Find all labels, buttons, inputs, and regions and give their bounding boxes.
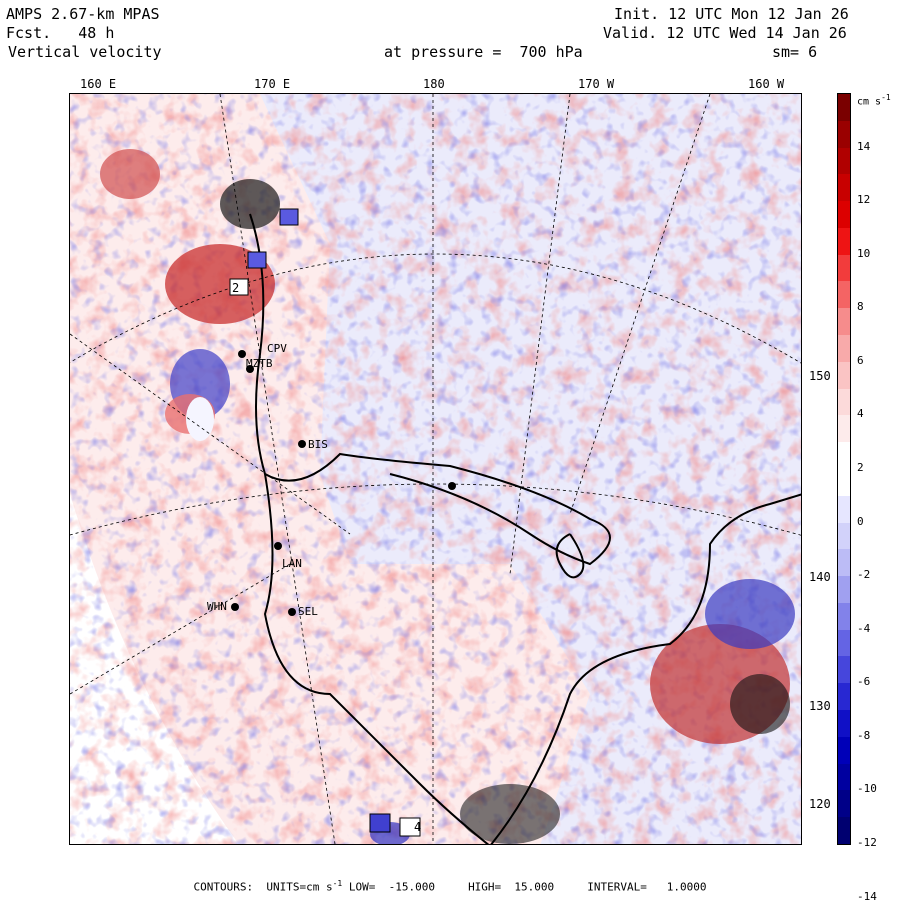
colorbar-swatch <box>838 602 850 630</box>
map-panel <box>69 93 802 845</box>
footer-units-exp: -1 <box>332 879 343 889</box>
colorbar-tick-label: 12 <box>857 193 871 207</box>
intense-cells-west <box>100 149 280 441</box>
colorbar-tick-label: 6 <box>857 353 864 367</box>
colorbar-tick-label: -8 <box>857 728 871 742</box>
colorbar-swatch <box>838 308 850 336</box>
model-title: AMPS 2.67-km MPAS <box>6 5 160 23</box>
colorbar-swatch <box>838 227 850 255</box>
lon-tick-170w: 170 W <box>578 77 615 91</box>
colorbar-swatch <box>838 94 850 121</box>
station-whn: WHN <box>207 600 227 613</box>
colorbar-swatch <box>838 763 850 791</box>
graticule <box>70 94 801 844</box>
colorbar-swatch <box>838 790 850 818</box>
colorbar-swatch <box>838 709 850 737</box>
station-bis: BIS <box>308 438 328 451</box>
pressure-level: at pressure = 700 hPa <box>384 43 583 61</box>
colorbar-tick-label: -2 <box>857 568 871 582</box>
colorbar-tick-label: -14 <box>857 889 877 900</box>
intense-cells-east <box>370 579 795 844</box>
colorbar-swatch <box>838 388 850 416</box>
contour-info: CONTOURS: UNITS=cm s-1 LOW= -15.000 HIGH… <box>0 879 900 894</box>
colorbar-swatch <box>838 468 850 496</box>
colorbar-units-text: cm s <box>857 96 882 108</box>
colorbar-swatch <box>838 120 850 148</box>
colorbar-swatch <box>838 442 850 469</box>
colorbar-tick-label: 4 <box>857 407 864 421</box>
colorbar-swatch <box>838 522 850 550</box>
colorbar <box>837 93 851 845</box>
footer-interval: INTERVAL= 1.0000 <box>587 881 707 894</box>
lon-tick-160w: 160 W <box>748 77 785 91</box>
colorbar-tick-label: 10 <box>857 246 871 260</box>
domain-boxes <box>229 208 421 837</box>
box-label-4: 4 <box>414 820 422 834</box>
coastline <box>249 213 801 844</box>
colorbar-tick-label: -12 <box>857 836 877 849</box>
colorbar-units-exponent: -1 <box>881 93 891 102</box>
footer-low: LOW= -15.000 <box>348 881 435 894</box>
colorbar-swatch <box>838 736 850 764</box>
forecast-label: Fcst. 48 h <box>6 24 114 42</box>
footer-contours: CONTOURS: <box>193 881 254 894</box>
colorbar-swatch <box>838 549 850 577</box>
colorbar-swatch <box>838 361 850 389</box>
lat-label-150w: 150 W <box>808 369 847 383</box>
colorbar-tick-label: 8 <box>857 300 864 314</box>
colorbar-tick-label: -6 <box>857 675 871 689</box>
valid-time: Valid. 12 UTC Wed 14 Jan 26 <box>603 24 847 42</box>
colorbar-swatch <box>838 817 850 844</box>
forecast-hours: 48 h <box>78 24 115 42</box>
colorbar-swatch <box>838 683 850 710</box>
colorbar-swatch <box>838 656 850 684</box>
lon-tick-180: 180 <box>423 77 445 91</box>
lon-tick-160e: 160 E <box>80 77 117 91</box>
colorbar-swatch <box>838 495 850 523</box>
colorbar-swatch <box>838 629 850 657</box>
colorbar-swatch <box>838 174 850 202</box>
colorbar-tick-label: -10 <box>857 782 877 796</box>
footer-high: HIGH= 15.000 <box>468 881 555 894</box>
colorbar-swatch <box>838 335 850 362</box>
vertical-velocity-map <box>70 94 801 844</box>
colorbar-swatch <box>838 415 850 443</box>
colorbar-swatch <box>838 254 850 282</box>
smoothing-value: sm= 6 <box>772 43 818 61</box>
colorbar-tick-label: -4 <box>857 621 871 635</box>
colorbar-units: cm s-1 <box>857 93 891 107</box>
colorbar-swatch <box>838 576 850 603</box>
station-markers <box>231 350 456 616</box>
lon-tick-170e: 170 E <box>254 77 291 91</box>
colorbar-swatch <box>838 281 850 309</box>
station-lan: LAN <box>282 557 302 570</box>
field-name: Vertical velocity <box>8 43 162 61</box>
colorbar-swatch <box>838 147 850 175</box>
station-mztb: MZTB <box>246 357 273 370</box>
box-label-2: 2 <box>232 281 240 295</box>
forecast-label-text: Fcst. <box>6 24 52 42</box>
init-time: Init. 12 UTC Mon 12 Jan 26 <box>614 5 849 23</box>
colorbar-tick-label: 0 <box>857 514 864 528</box>
colorbar-tick-label: 14 <box>857 139 871 153</box>
station-sel: SEL <box>298 605 318 618</box>
station-cpv: CPV <box>267 342 287 355</box>
colorbar-swatch <box>838 201 850 228</box>
colorbar-tick-label: 2 <box>857 461 864 474</box>
footer-units: UNITS=cm s <box>266 881 333 894</box>
